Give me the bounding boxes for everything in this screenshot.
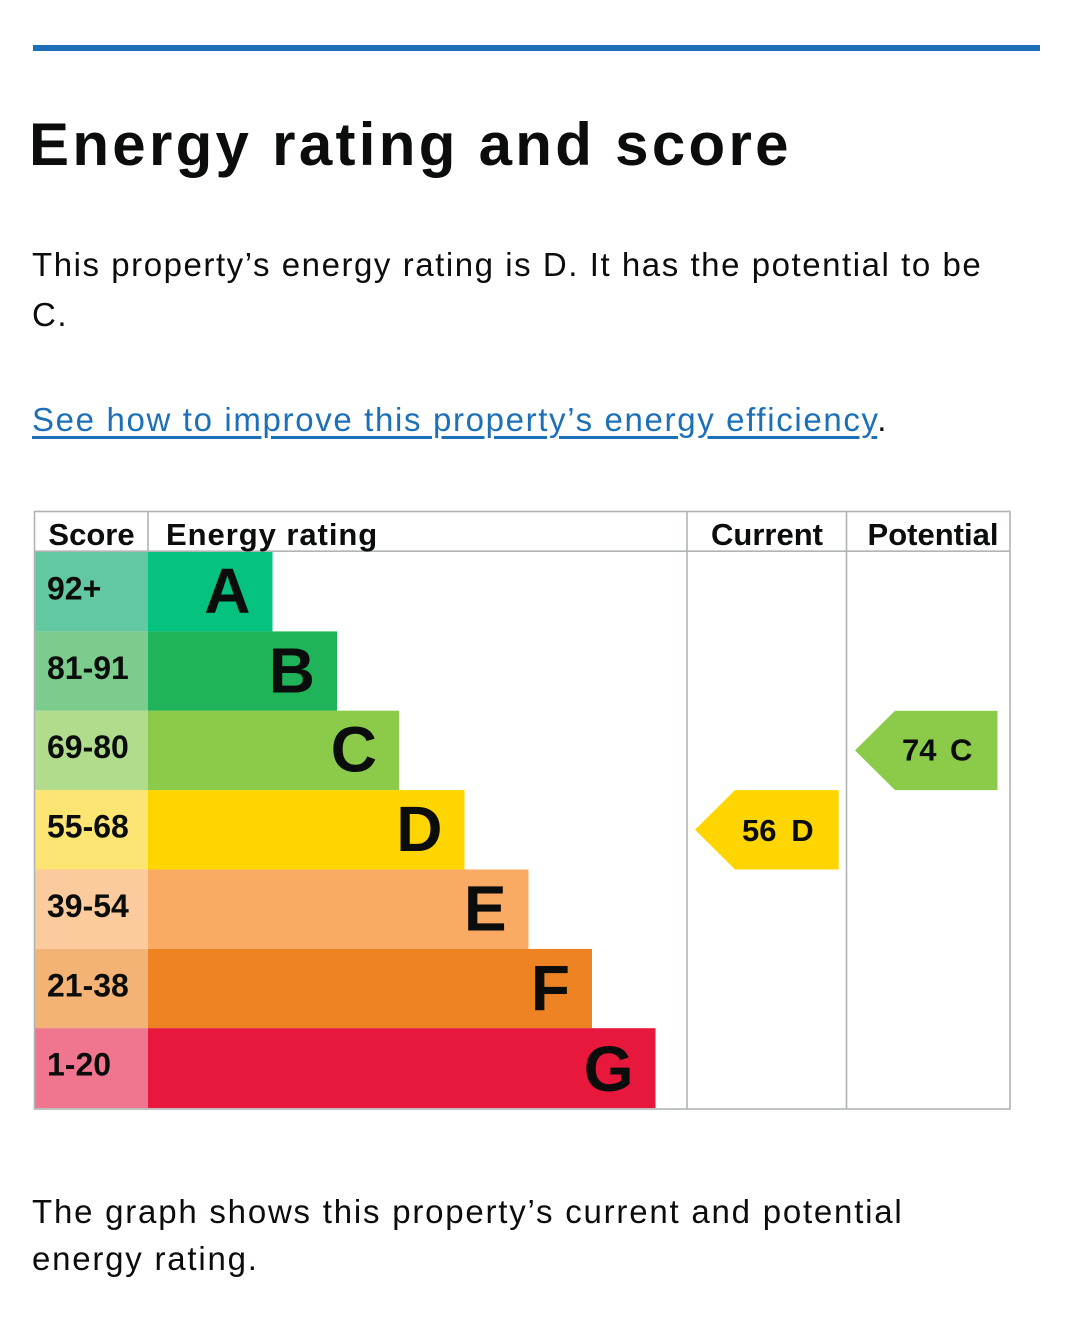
svg-text:Current: Current bbox=[711, 517, 823, 552]
svg-text:F: F bbox=[531, 952, 570, 1024]
svg-text:1-20: 1-20 bbox=[47, 1047, 111, 1083]
svg-text:G: G bbox=[584, 1033, 634, 1105]
svg-text:E: E bbox=[464, 873, 507, 945]
svg-text:Score: Score bbox=[48, 517, 134, 552]
svg-text:69-80: 69-80 bbox=[47, 729, 129, 765]
svg-text:D: D bbox=[396, 793, 442, 865]
svg-text:92+: 92+ bbox=[47, 571, 101, 607]
svg-text:C: C bbox=[331, 714, 377, 786]
svg-text:Energy rating: Energy rating bbox=[166, 517, 378, 552]
svg-text:Potential: Potential bbox=[868, 517, 999, 552]
svg-text:C: C bbox=[950, 732, 972, 767]
svg-text:B: B bbox=[269, 634, 315, 706]
svg-text:55-68: 55-68 bbox=[47, 809, 129, 845]
svg-text:39-54: 39-54 bbox=[47, 888, 129, 924]
svg-text:74: 74 bbox=[902, 732, 937, 767]
svg-text:D: D bbox=[791, 813, 813, 848]
svg-text:21-38: 21-38 bbox=[47, 967, 129, 1003]
svg-text:81-91: 81-91 bbox=[47, 650, 129, 686]
svg-text:A: A bbox=[204, 555, 250, 627]
svg-text:56: 56 bbox=[742, 813, 776, 848]
